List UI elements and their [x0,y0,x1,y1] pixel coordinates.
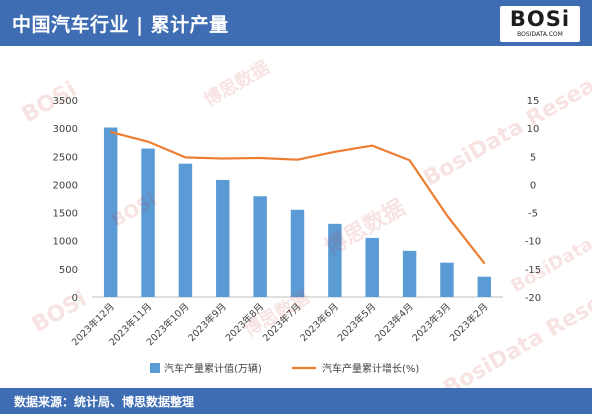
legend-swatch-bar [150,363,160,373]
left-axis-tick-label: 2500 [53,152,78,163]
left-axis-tick-label: 500 [59,265,78,276]
legend-label-bar: 汽车产量累计值(万辆) [164,362,262,375]
left-axis-tick-label: 3500 [53,96,78,107]
line-point [371,144,374,147]
footer-bar: 数据来源：统计局、博思数据整理 [0,388,592,414]
bar [477,276,492,297]
left-axis-tick-label: 3000 [53,124,78,135]
chart: 0 500 1000 1500 2000 2500 3000 3500 -20 -15 -10 -5 0… [53,96,542,375]
right-axis-tick-label: -5 [528,209,538,220]
bar [402,250,417,297]
logo-subtext: BOSIDATA.COM [517,31,563,38]
bar [178,163,193,297]
bar [440,262,454,297]
left-axis-tick-label: 1000 [53,237,78,248]
left-axis-tick-label: 0 [72,293,78,304]
right-axis-tick-label: 0 [530,180,536,191]
bar [141,148,155,297]
right-axis-tick-label: 5 [530,152,536,163]
right-axis-tick-label: 15 [527,96,540,107]
header-bar: 中国汽车行业 | 累计产量 BOSi BOSIDATA.COM [0,0,592,46]
left-axis-tick-label: 2000 [53,180,78,191]
bar [103,127,118,297]
x-tick-label: 2023年2月 [447,301,490,344]
x-tick-label: 2023年6月 [298,301,341,344]
x-tick-label: 2023年8月 [223,301,266,344]
x-tick-label: 2023年4月 [372,301,415,344]
right-axis-tick-label: -20 [525,293,541,304]
x-tick-label: 2023年7月 [260,301,303,344]
bosi-logo: BOSi BOSIDATA.COM [500,6,580,42]
line-point [334,150,336,153]
bar [328,223,342,297]
x-tick-label: 2023年3月 [410,301,453,344]
line-point [221,157,224,160]
bar [216,179,230,297]
legend-label-line: 汽车产量累计增长(%) [322,362,419,375]
line-point [147,140,149,143]
x-tick-label: 2023年5月 [335,301,378,344]
bar [253,196,267,297]
left-axis-tick-label: 1500 [53,209,78,220]
page-title: 中国汽车行业 | 累计产量 [12,14,229,36]
bar [290,209,305,297]
line-point [184,156,187,159]
line-point [408,159,411,162]
right-axis-tick-label: -10 [525,237,541,248]
x-tick-label: 2023年9月 [186,301,229,344]
line-point [259,157,261,159]
line-point [109,131,112,133]
bar [365,237,379,297]
line-point [483,262,486,265]
right-axis-tick-label: 10 [527,124,540,135]
line-point [446,214,448,217]
line-point [296,158,299,161]
logo-text: BOSi [509,7,571,31]
right-axis-tick-label: -15 [525,265,541,276]
data-source: 数据来源：统计局、博思数据整理 [14,395,195,409]
